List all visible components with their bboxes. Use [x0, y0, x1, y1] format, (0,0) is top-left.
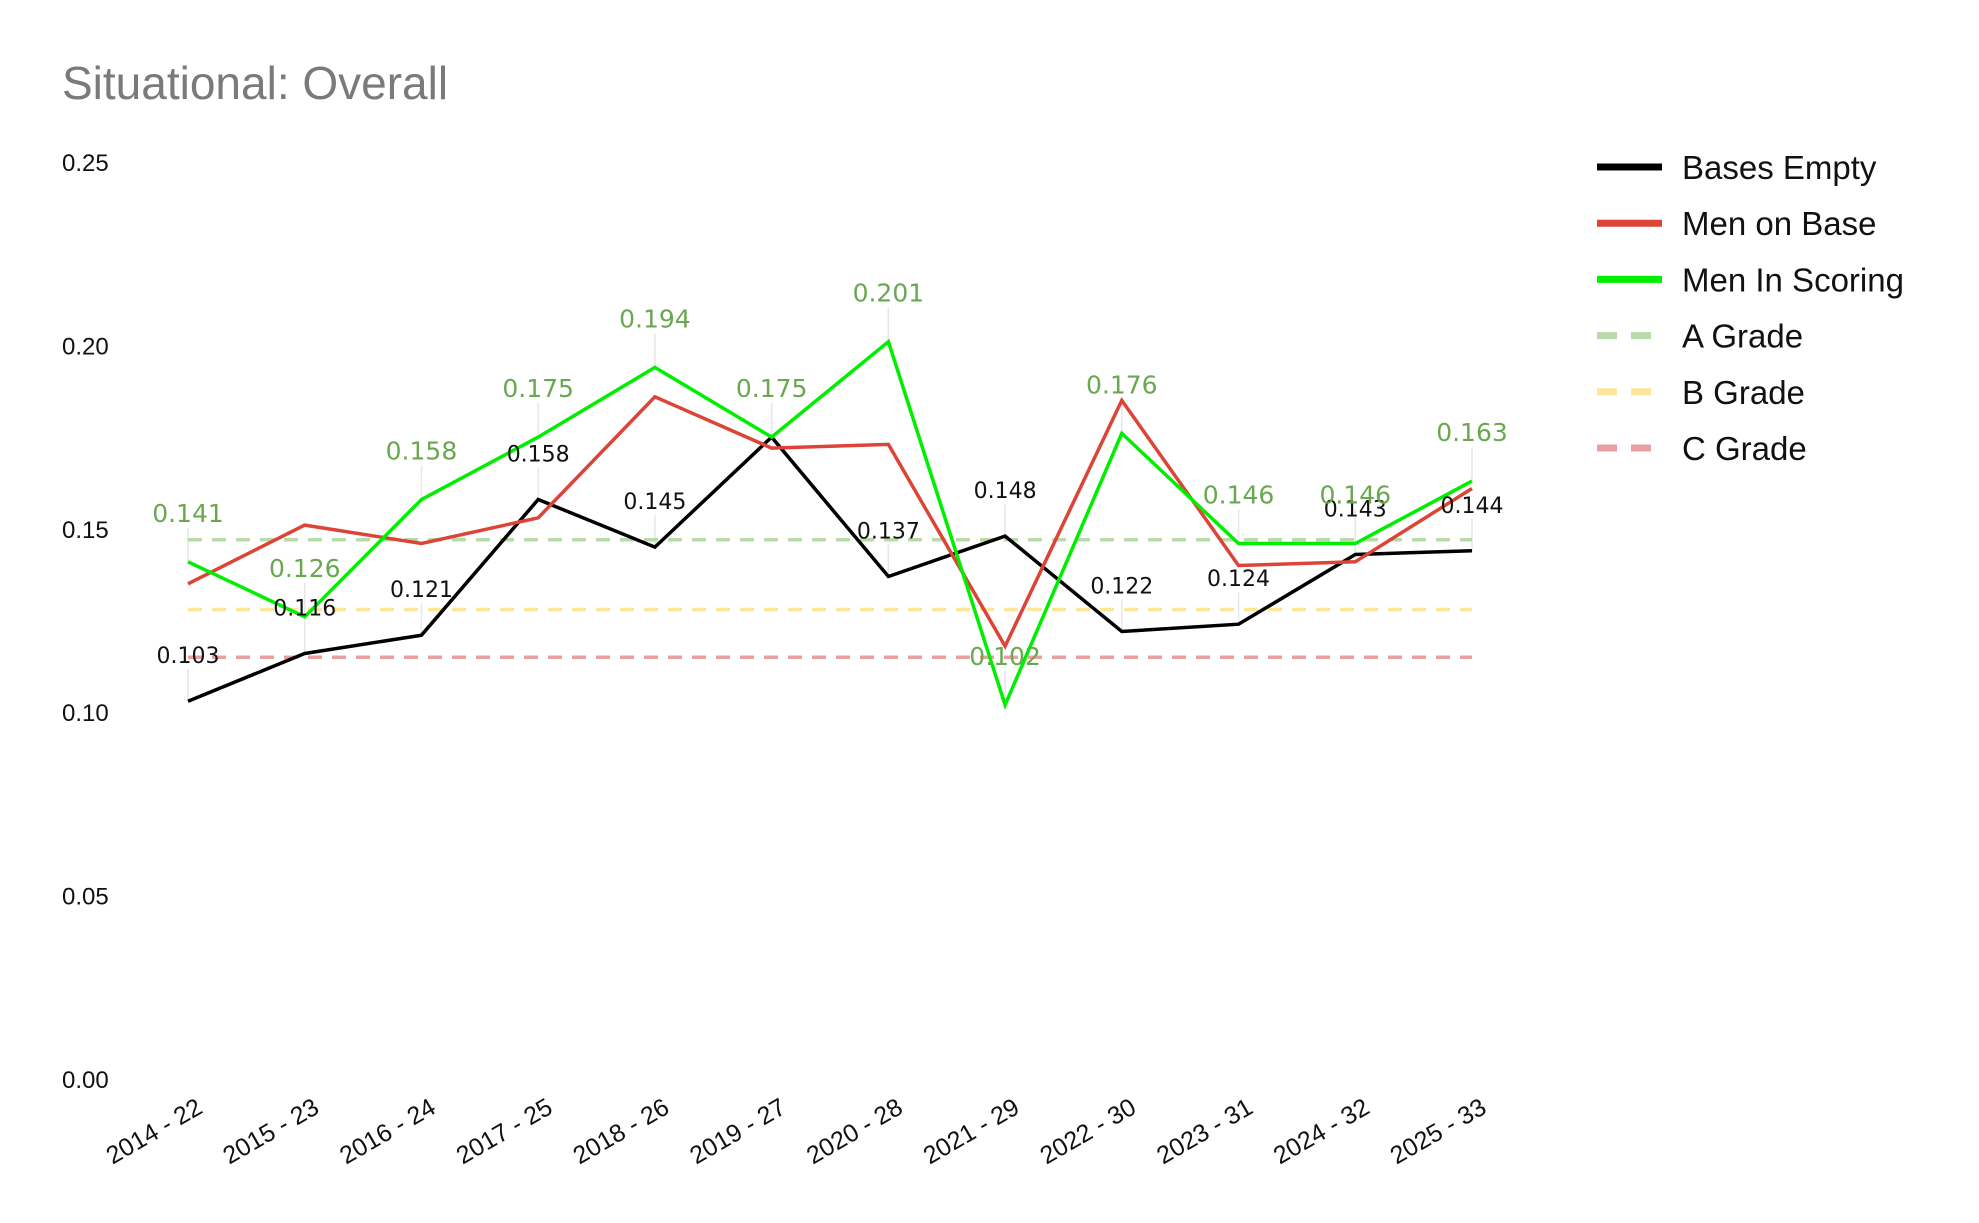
data-label: 0.143: [1324, 497, 1387, 522]
legend[interactable]: Bases Empty Men on Base Men In Scoring A Gr…: [1597, 149, 1904, 467]
data-label: 0.175: [502, 374, 574, 403]
y-tick-label: 0.25: [62, 150, 109, 177]
series-line-bases-empty: [187, 434, 1473, 703]
x-axis: 2014 - 22 2015 - 23 2016 - 24 2017 - 25 2018…: [102, 1093, 1491, 1170]
legend-item-men-in-scoring[interactable]: Men In Scoring: [1597, 261, 1904, 298]
data-label: 0.141: [152, 499, 224, 528]
legend-item-bases-empty[interactable]: Bases Empty: [1597, 149, 1877, 186]
y-tick-label: 0.20: [62, 333, 109, 360]
label-guides: [187, 307, 1473, 705]
legend-item-b-grade[interactable]: B Grade: [1597, 374, 1805, 411]
data-label: 0.146: [1319, 480, 1391, 509]
data-labels: 0.103 0.116 0.121 0.158 0.145 0.137 0.148 0.122…: [152, 279, 1508, 671]
x-tick-label: 2023 - 31: [1152, 1093, 1257, 1170]
legend-item-men-on-base[interactable]: Men on Base: [1597, 205, 1876, 242]
data-label: 0.103: [157, 644, 220, 669]
series-layer: [187, 338, 1473, 710]
data-label: 0.121: [390, 578, 453, 603]
y-tick-label: 0.00: [62, 1067, 109, 1094]
y-tick-label: 0.15: [62, 517, 109, 544]
x-tick-label: 2018 - 26: [568, 1093, 673, 1170]
legend-label: Bases Empty: [1682, 149, 1877, 186]
legend-label: A Grade: [1682, 318, 1803, 355]
legend-item-a-grade[interactable]: A Grade: [1597, 318, 1803, 355]
legend-label: Men on Base: [1682, 205, 1876, 242]
y-tick-label: 0.10: [62, 700, 109, 727]
legend-item-c-grade[interactable]: C Grade: [1597, 430, 1807, 467]
x-tick-label: 2017 - 25: [452, 1093, 557, 1170]
x-tick-label: 2014 - 22: [102, 1093, 207, 1170]
legend-label: Men In Scoring: [1682, 261, 1904, 298]
data-label: 0.146: [1203, 480, 1275, 509]
x-tick-label: 2016 - 24: [335, 1093, 441, 1170]
data-label: 0.194: [619, 304, 691, 333]
data-label: 0.163: [1436, 418, 1508, 447]
data-label: 0.124: [1207, 567, 1270, 592]
x-tick-label: 2022 - 30: [1035, 1093, 1140, 1170]
data-label: 0.158: [507, 442, 570, 467]
data-label: 0.126: [269, 554, 341, 583]
data-label: 0.176: [1086, 370, 1158, 399]
data-label: 0.122: [1090, 575, 1153, 600]
data-label: 0.137: [857, 519, 920, 544]
legend-label: B Grade: [1682, 374, 1805, 411]
x-tick-label: 2025 - 33: [1386, 1093, 1491, 1170]
data-label: 0.175: [736, 374, 808, 403]
data-label: 0.144: [1441, 494, 1504, 519]
x-tick-label: 2015 - 23: [218, 1093, 323, 1170]
y-tick-label: 0.05: [62, 884, 109, 911]
chart-title: Situational: Overall: [62, 57, 448, 109]
data-label: 0.116: [273, 597, 336, 622]
x-tick-label: 2021 - 29: [919, 1093, 1024, 1170]
data-label: 0.158: [386, 436, 458, 465]
data-label: 0.201: [853, 279, 925, 308]
data-label: 0.148: [974, 479, 1037, 504]
legend-label: C Grade: [1682, 430, 1807, 467]
data-label: 0.102: [969, 642, 1041, 671]
x-tick-label: 2019 - 27: [685, 1093, 790, 1170]
y-axis: 0.25 0.20 0.15 0.10 0.05 0.00: [62, 150, 109, 1094]
x-tick-label: 2020 - 28: [802, 1093, 907, 1170]
x-tick-label: 2024 - 32: [1269, 1093, 1374, 1170]
series-line-men-in-scoring: [187, 338, 1473, 710]
series-line-men-on-base: [187, 394, 1473, 650]
data-label: 0.145: [623, 490, 686, 515]
